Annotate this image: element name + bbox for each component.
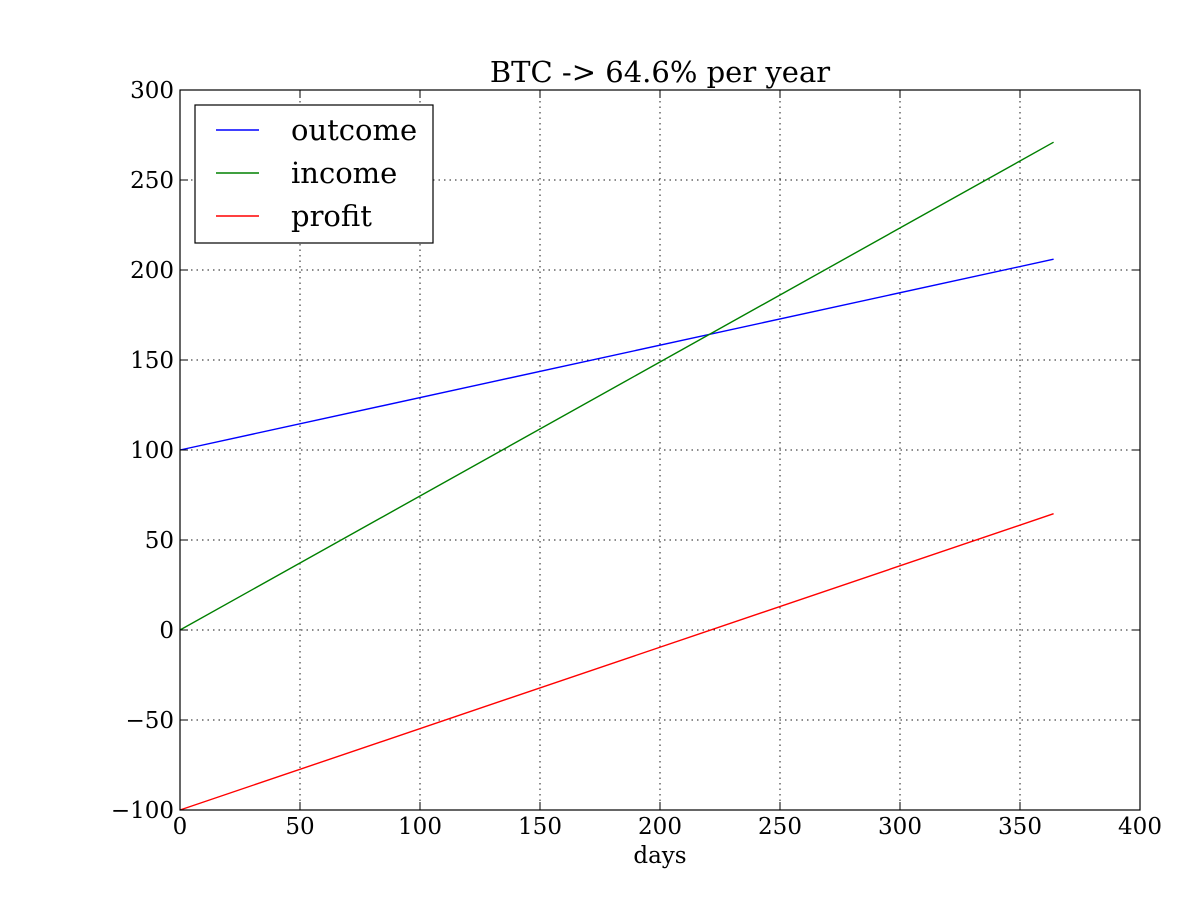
- y-tick-label: −50: [125, 708, 174, 734]
- chart-title: BTC -> 64.6% per year: [490, 55, 830, 89]
- x-tick-label: 100: [398, 814, 442, 840]
- legend-entry-income: income: [216, 156, 397, 190]
- x-tick-labels: 0 50 100 150 200 250 300 350 400: [173, 814, 1162, 840]
- y-tick-label: 0: [159, 618, 174, 644]
- y-tick-label: 50: [145, 528, 174, 554]
- y-tick-label: 150: [130, 348, 174, 374]
- x-tick-label: 350: [998, 814, 1042, 840]
- legend-entry-profit: profit: [216, 199, 372, 233]
- y-tick-label: 300: [130, 78, 174, 104]
- y-tick-label: 100: [130, 438, 174, 464]
- y-tick-label: −100: [111, 798, 174, 824]
- x-tick-label: 250: [758, 814, 802, 840]
- x-tick-label: 0: [173, 814, 188, 840]
- legend: outcome income profit: [194, 104, 434, 244]
- y-tick-labels: −100 −50 0 50 100 150 200 250 300: [111, 78, 174, 824]
- series-line-income: [179, 141, 1054, 631]
- grid-lines: [180, 90, 1140, 810]
- legend-box: [194, 104, 434, 244]
- legend-entry-outcome: outcome: [216, 113, 417, 147]
- legend-label: outcome: [291, 113, 417, 147]
- legend-entries: outcome income profit: [216, 113, 417, 233]
- x-tick-label: 300: [878, 814, 922, 840]
- series-line-outcome: [179, 258, 1054, 451]
- legend-label: income: [291, 156, 397, 190]
- x-tick-label: 150: [518, 814, 562, 840]
- series-line-profit: [179, 513, 1054, 811]
- y-tick-label: 200: [130, 258, 174, 284]
- x-tick-label: 400: [1118, 814, 1162, 840]
- axis-ticks: [179, 89, 1141, 811]
- data-series: [179, 141, 1054, 811]
- x-tick-label: 200: [638, 814, 682, 840]
- x-tick-label: 50: [285, 814, 314, 840]
- x-axis-label: days: [633, 843, 686, 869]
- y-tick-label: 250: [130, 168, 174, 194]
- legend-label: profit: [291, 199, 372, 233]
